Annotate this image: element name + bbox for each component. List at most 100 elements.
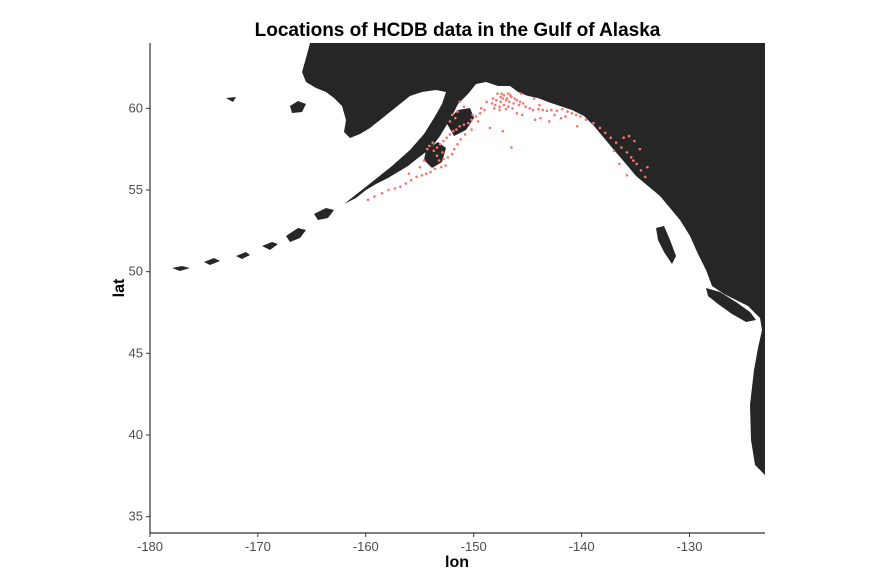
y-tick-label: 60 (129, 100, 143, 115)
data-point (435, 154, 439, 157)
data-point (438, 142, 442, 146)
data-point (512, 102, 515, 105)
data-point (622, 136, 625, 140)
y-tick-label: 35 (129, 509, 143, 524)
y-tick-label: 40 (129, 427, 143, 442)
data-point (502, 93, 506, 97)
land-haida-gwaii (656, 226, 676, 264)
data-point (471, 113, 474, 117)
data-point (451, 129, 455, 133)
data-point (462, 123, 466, 126)
data-point (564, 115, 567, 118)
data-point (629, 156, 633, 159)
data-point (448, 120, 452, 123)
data-points (366, 92, 649, 202)
data-point (498, 108, 501, 112)
data-point (462, 105, 466, 108)
data-point (496, 92, 499, 95)
data-point (492, 107, 496, 110)
data-point (393, 187, 397, 190)
y-axis-ticks: 35 40 45 50 55 60 (129, 100, 150, 524)
data-point (560, 107, 564, 111)
data-point (476, 120, 480, 123)
y-tick-label: 50 (129, 264, 143, 279)
data-point (533, 118, 537, 122)
data-point (441, 151, 444, 154)
y-tick-label: 55 (129, 182, 143, 197)
data-point (592, 121, 595, 125)
data-point (420, 174, 424, 177)
data-point (579, 115, 582, 118)
data-point (559, 116, 563, 120)
data-point (609, 136, 613, 140)
data-point (532, 97, 536, 100)
data-point (478, 111, 482, 115)
data-point (638, 147, 642, 151)
data-point (432, 149, 436, 153)
data-point (598, 126, 602, 130)
data-point (415, 175, 418, 179)
data-point (566, 110, 569, 113)
data-point (450, 152, 454, 156)
data-point (485, 100, 488, 104)
data-point (483, 108, 486, 112)
data-point (518, 100, 522, 104)
data-point (404, 182, 408, 185)
x-axis-ticks: -180 -170 -160 -150 -140 -130 (137, 533, 702, 554)
x-tick-label: -170 (245, 539, 271, 554)
data-point (513, 97, 516, 100)
data-point (524, 105, 527, 108)
land-nunivak (290, 101, 306, 113)
data-point (491, 97, 495, 100)
data-point (466, 121, 470, 125)
data-point (643, 175, 647, 179)
data-point (448, 133, 452, 136)
data-point (387, 188, 390, 192)
data-point (455, 128, 458, 131)
data-point (570, 111, 574, 115)
data-point (454, 116, 457, 120)
land-aleutian-2 (286, 228, 306, 242)
data-point (463, 133, 467, 136)
data-point (517, 103, 521, 107)
data-point (445, 136, 449, 140)
data-point (633, 139, 636, 143)
data-point (456, 142, 459, 146)
x-tick-label: -160 (353, 539, 379, 554)
data-point (433, 167, 437, 171)
data-point (407, 172, 411, 175)
data-point (507, 100, 511, 104)
data-point (499, 95, 502, 99)
x-tick-label: -130 (676, 539, 702, 554)
data-point (538, 103, 541, 107)
data-point (458, 100, 461, 104)
land-vancouver-island (706, 288, 756, 322)
data-point (625, 151, 629, 154)
data-point (614, 141, 618, 144)
data-point (450, 113, 454, 117)
data-point (505, 97, 509, 100)
data-point (510, 146, 513, 149)
land-aleutian-4 (236, 252, 250, 259)
land-st-lawrence (226, 97, 236, 102)
data-point (501, 97, 505, 100)
data-point (639, 169, 643, 172)
land-kodiak (424, 142, 446, 168)
x-axis-title: lon (445, 554, 469, 571)
data-point (520, 113, 524, 117)
data-point (504, 107, 508, 111)
data-point (459, 138, 463, 141)
data-point (495, 98, 498, 102)
data-point (612, 149, 616, 153)
data-point (499, 100, 502, 104)
x-tick-label: -140 (569, 539, 595, 554)
data-point (437, 159, 441, 162)
land-aleutian-1 (314, 208, 334, 220)
data-point (431, 141, 434, 144)
data-point (452, 147, 456, 151)
data-point (456, 110, 459, 113)
data-point (618, 162, 621, 166)
data-point (541, 108, 545, 112)
data-point (458, 125, 461, 128)
